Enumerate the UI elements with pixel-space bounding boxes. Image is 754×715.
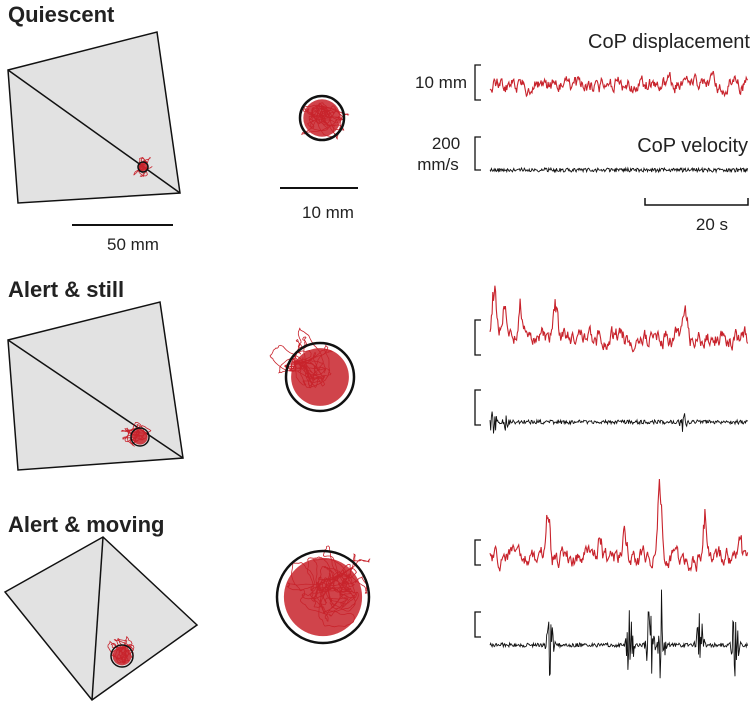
bracket xyxy=(474,389,481,426)
platform xyxy=(7,31,181,204)
platform xyxy=(3,536,199,702)
panel-title: Alert & moving xyxy=(8,512,164,537)
trajectory-core xyxy=(303,99,341,137)
bracket xyxy=(474,611,481,638)
trace xyxy=(489,478,749,573)
panel-title: Alert & still xyxy=(8,277,124,302)
trace xyxy=(489,285,749,353)
traces xyxy=(107,70,749,679)
bracket xyxy=(474,319,481,356)
circle-fit xyxy=(275,549,371,645)
trace xyxy=(489,411,748,434)
trace xyxy=(489,166,749,174)
platforms xyxy=(3,31,199,702)
trajectory-core xyxy=(138,162,148,172)
bracket xyxy=(474,64,481,101)
trajectory-core xyxy=(291,348,349,406)
bracket xyxy=(474,136,481,171)
panel-title: Quiescent xyxy=(8,2,115,27)
scale-label: 10 mm xyxy=(415,73,467,92)
scale-label: 10 mm xyxy=(302,203,354,222)
trajectory-core xyxy=(132,429,148,445)
circle-fit xyxy=(110,644,134,668)
platform-diagonal xyxy=(91,536,104,701)
trace-label: CoP velocity xyxy=(637,135,748,157)
scale-label: 20 s xyxy=(696,215,728,234)
scale-label: 200 xyxy=(432,134,460,153)
scale-label: 50 mm xyxy=(107,235,159,254)
circle-fit xyxy=(298,94,346,142)
scale-bars xyxy=(72,64,749,638)
platform xyxy=(7,301,184,471)
trajectory xyxy=(133,156,153,178)
trace xyxy=(489,589,749,679)
scale-label: mm/s xyxy=(417,155,459,174)
circle-fit xyxy=(137,161,149,173)
trace-label: CoP displacement xyxy=(588,31,750,53)
platform-diagonal xyxy=(7,69,181,194)
circle-fit xyxy=(284,341,356,413)
time-bar xyxy=(644,198,749,206)
circle-fit xyxy=(130,427,150,447)
trajectory-core xyxy=(283,557,363,637)
trace xyxy=(489,70,749,98)
trajectory-core xyxy=(112,646,132,666)
platform-diagonal xyxy=(7,339,184,459)
bracket xyxy=(474,539,481,566)
